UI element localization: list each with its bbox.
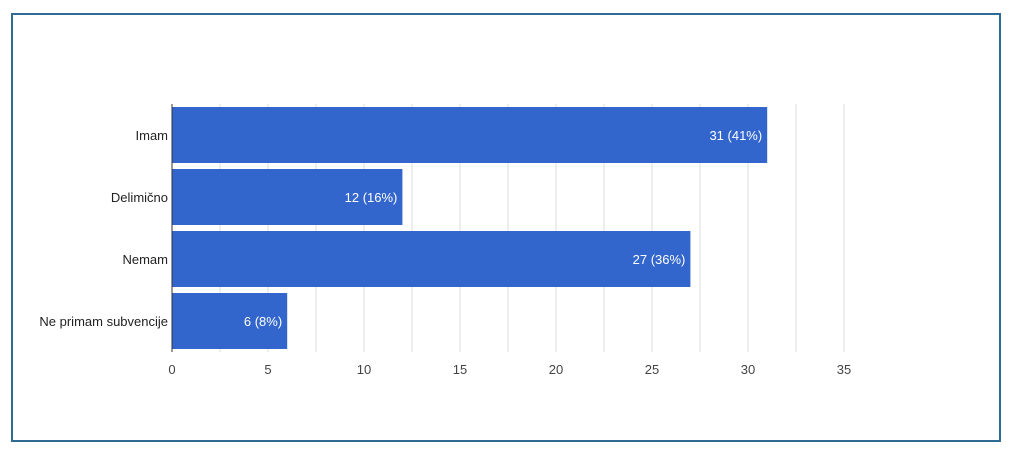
x-tick-label: 25: [645, 362, 659, 377]
category-label: Imam: [136, 128, 169, 143]
category-label: Nemam: [122, 252, 168, 267]
bar: [172, 107, 768, 163]
x-tick-label: 15: [453, 362, 467, 377]
category-label: Delimično: [111, 190, 168, 205]
x-tick-label: 10: [357, 362, 371, 377]
data-label: 12 (16%): [345, 190, 398, 205]
bar: [172, 169, 403, 225]
bar: [172, 231, 691, 287]
data-label: 27 (36%): [633, 252, 686, 267]
x-tick-label: 20: [549, 362, 563, 377]
bar: [172, 293, 288, 349]
data-label: 6 (8%): [244, 314, 282, 329]
category-label: Ne primam subvencije: [39, 314, 168, 329]
x-tick-label: 5: [264, 362, 271, 377]
x-tick-label: 35: [837, 362, 851, 377]
x-tick-label: 0: [168, 362, 175, 377]
chart-frame: [11, 13, 1001, 442]
data-label: 31 (41%): [709, 128, 762, 143]
x-tick-label: 30: [741, 362, 755, 377]
